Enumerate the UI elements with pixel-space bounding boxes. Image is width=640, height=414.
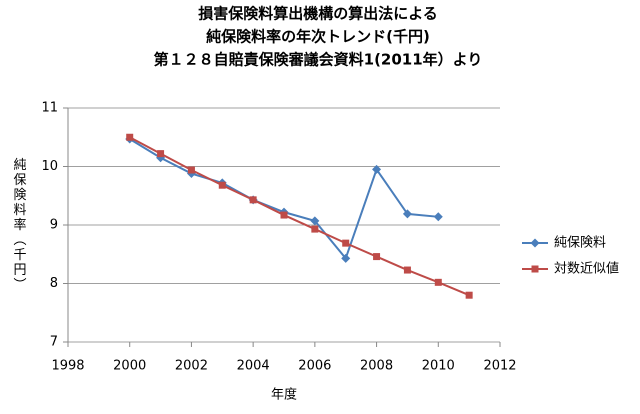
- x-tick-label: 2012: [483, 359, 516, 374]
- point: [434, 278, 442, 286]
- point: [372, 164, 382, 174]
- point: [310, 216, 320, 226]
- y-tick-label: 11: [41, 101, 58, 116]
- x-tick-label: 2000: [113, 359, 146, 374]
- point: [126, 133, 134, 141]
- x-tick-label: 2006: [298, 359, 331, 374]
- point: [402, 209, 412, 219]
- point: [342, 239, 350, 247]
- legend-marker: [530, 238, 540, 248]
- x-tick-label: 1998: [51, 359, 84, 374]
- legend-marker: [531, 265, 539, 273]
- y-tick-label: 8: [50, 276, 58, 291]
- series-line: [129, 138, 439, 261]
- chart-title: 純保険料率の年次トレンド(千円): [206, 28, 430, 46]
- chart-title: 第１２８自賠責保険審議会資料1(2011年）より: [154, 51, 483, 69]
- y-tick-label: 10: [41, 159, 58, 174]
- legend-label: 対数近似値: [554, 261, 619, 277]
- point: [403, 266, 411, 274]
- point: [187, 166, 195, 174]
- series-line: [129, 136, 470, 297]
- x-tick-label: 2010: [422, 359, 455, 374]
- x-axis-label: 年度: [271, 387, 297, 403]
- point: [433, 212, 443, 222]
- point: [157, 150, 165, 158]
- point: [218, 181, 226, 189]
- y-tick-label: 9: [50, 218, 58, 233]
- point: [373, 253, 381, 261]
- point: [311, 225, 319, 233]
- y-axis-label: 純保険料率（千円）: [11, 158, 27, 293]
- point: [341, 253, 351, 263]
- point: [249, 196, 257, 204]
- point: [280, 211, 288, 219]
- chart-title: 損害保険料算出機構の算出法による: [198, 5, 438, 23]
- x-tick-label: 2008: [360, 359, 393, 374]
- y-tick-label: 7: [50, 335, 58, 350]
- x-tick-label: 2002: [175, 359, 208, 374]
- x-tick-label: 2004: [237, 359, 270, 374]
- legend-label: 純保険料: [554, 236, 606, 251]
- point: [465, 291, 473, 299]
